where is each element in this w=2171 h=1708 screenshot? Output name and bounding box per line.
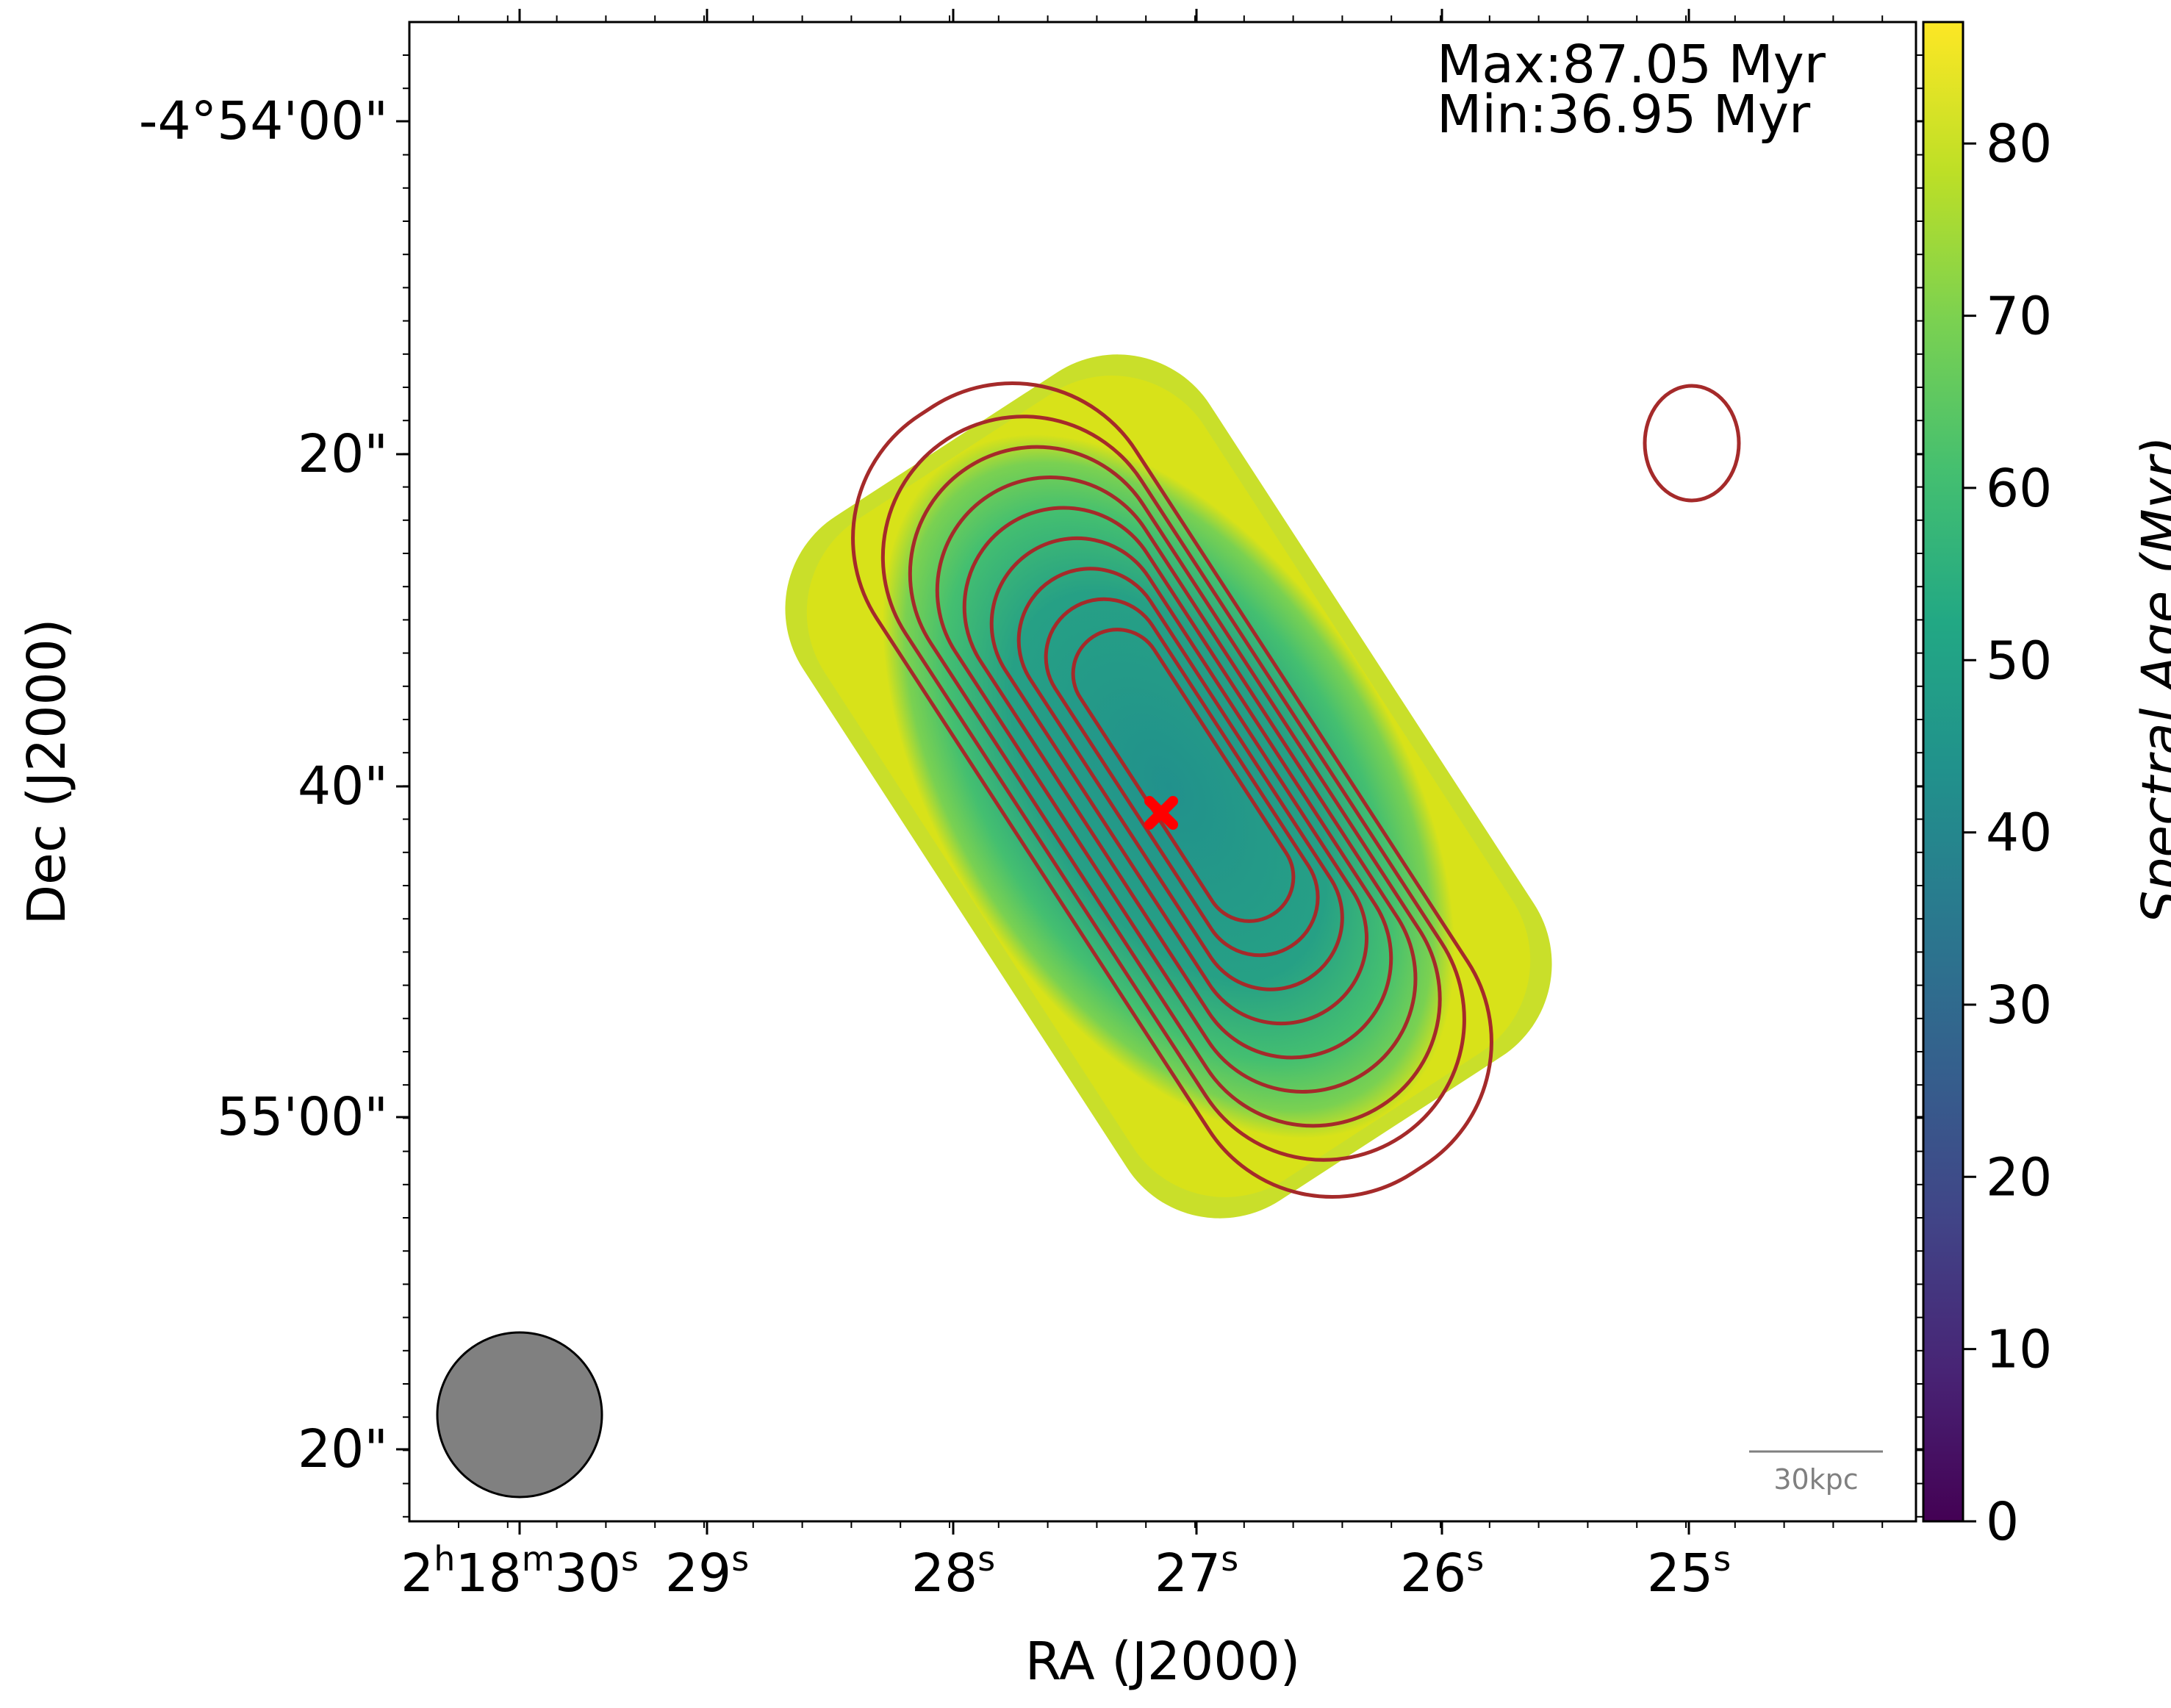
minor-ticks — [403, 15, 1923, 1528]
colorbar-label: Spectral Age (Myr) — [2131, 436, 2171, 923]
max-annotation: Max:87.05 Myr — [1437, 34, 1826, 95]
y-tick-label: 55'00" — [217, 1086, 388, 1147]
contour-level — [989, 536, 1369, 1026]
scalebar-label: 30kpc — [1773, 1463, 1858, 1496]
contour-level — [935, 476, 1418, 1094]
colorbar-tick-label: 30 — [1986, 975, 2052, 1036]
y-tick-label: -4°54'00" — [139, 90, 388, 151]
core-marker-icon — [1144, 796, 1178, 830]
contour-level — [1016, 567, 1344, 991]
y-tick-label: 40" — [298, 756, 388, 817]
y-tick-label: 20" — [298, 423, 388, 484]
colorbar-tick-label: 70 — [1986, 286, 2052, 347]
radio-contours — [851, 381, 1493, 1199]
y-axis-label: Dec (J2000) — [16, 619, 77, 925]
colorbar-tick-label: 40 — [1986, 803, 2052, 864]
min-annotation: Min:36.95 Myr — [1437, 84, 1811, 145]
x-tick-label: 2h18m30s — [401, 1539, 639, 1604]
x-tick-label: 26s — [1400, 1539, 1484, 1604]
contour-level — [908, 445, 1442, 1128]
isolated-contour — [1643, 384, 1741, 503]
colorbar — [1922, 21, 1964, 1523]
beam-ellipse — [436, 1331, 603, 1499]
x-tick-label: 29s — [665, 1539, 749, 1604]
colorbar-tick-label: 10 — [1986, 1319, 2052, 1380]
x-tick-label: 25s — [1647, 1539, 1731, 1604]
colorbar-tick-label: 80 — [1986, 113, 2052, 174]
contour-level — [962, 506, 1393, 1060]
map-layer: 30kpc Max:87.05 Myr Min:36.95 Myr — [436, 34, 1883, 1499]
x-axis-label: RA (J2000) — [1025, 1631, 1301, 1692]
x-tick-label: 28s — [911, 1539, 995, 1604]
colorbar-tick-label: 50 — [1986, 630, 2052, 691]
y-tick-label: 20" — [298, 1418, 388, 1479]
x-axis-ticks: 2h18m30s 29s 28s 27s 26s 25s — [401, 9, 1731, 1604]
colorbar-tick-label: 0 — [1986, 1491, 2019, 1552]
age-pixel-map — [785, 354, 1552, 1219]
colorbar-ticks: 0 10 20 30 40 50 60 70 80 — [1963, 113, 2052, 1552]
plot-frame — [408, 21, 1917, 1523]
contour-level — [851, 381, 1493, 1199]
contour-level — [880, 415, 1466, 1162]
y-axis-ticks: -4°54'00" 20" 40" 55'00" 20" — [139, 90, 1929, 1479]
colorbar-tick-label: 60 — [1986, 458, 2052, 519]
contour-level — [1044, 597, 1320, 958]
colorbar-tick-label: 20 — [1986, 1147, 2052, 1208]
x-tick-label: 27s — [1155, 1539, 1238, 1604]
